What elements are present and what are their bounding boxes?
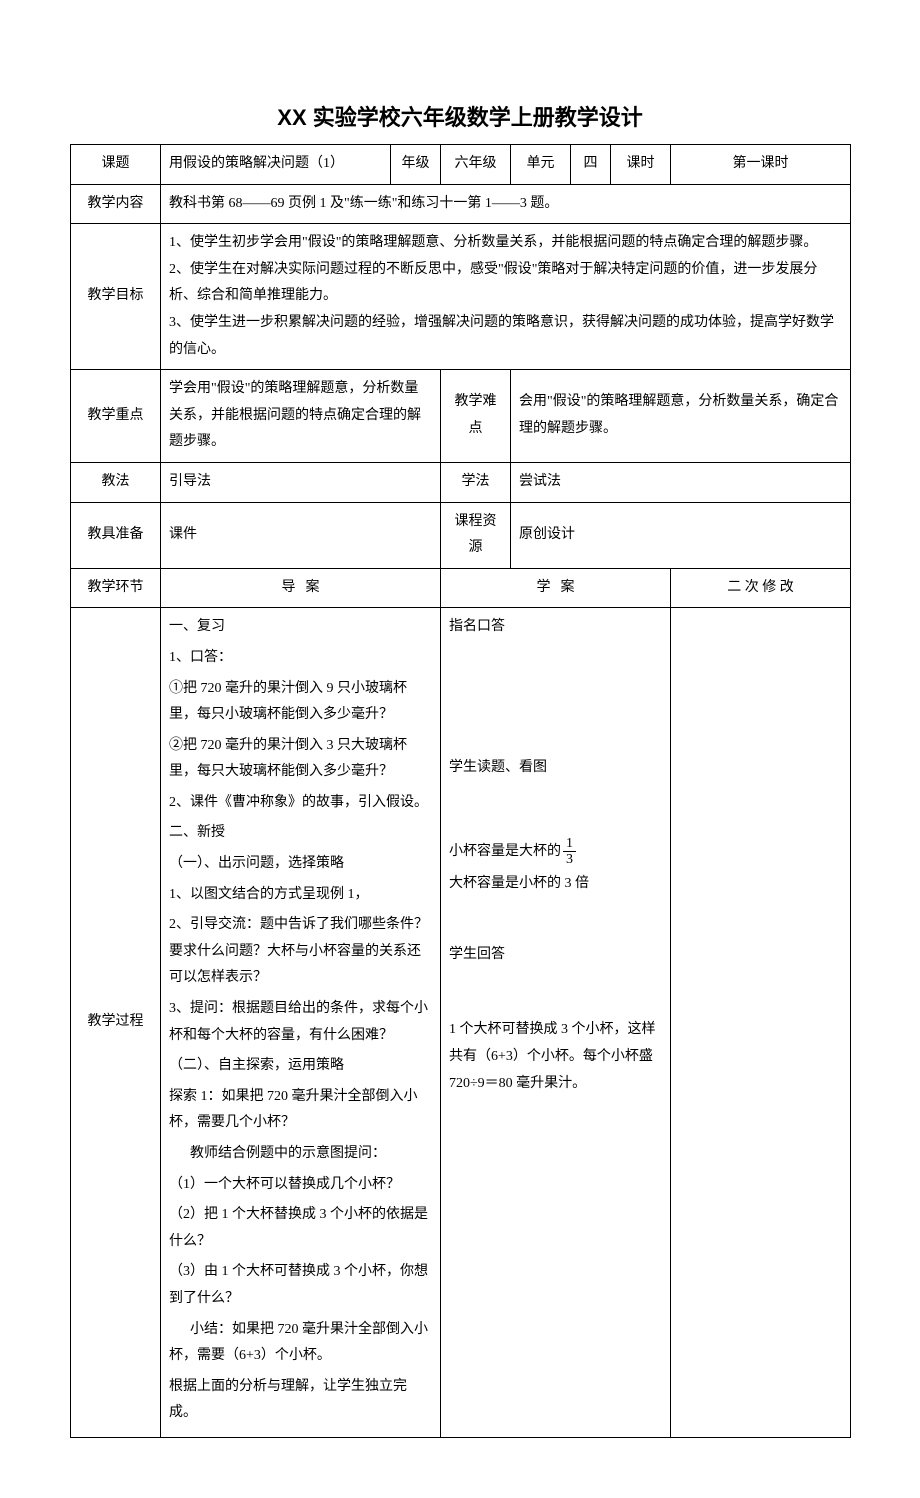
lead-l3: ②把 720 毫升的果汁倒入 3 只大玻璃杯里，每只大玻璃杯能倒入多少毫升？ [169,733,432,786]
lead-l16: 根据上面的分析与理解，让学生独立完成。 [169,1374,432,1427]
value-difficulty: 会用"假设"的策略理解题意，分析数量关系，确定合理的解题步骤。 [511,370,851,463]
row-process: 教学过程 一、复习 1、口答： ①把 720 毫升的果汁倒入 9 只小玻璃杯里，… [71,608,851,1438]
header-lead-b: 案 [306,580,320,595]
label-tools: 教具准备 [71,502,161,568]
row-topic: 课题 用假设的策略解决问题（1） 年级 六年级 单元 四 课时 第一课时 [71,145,851,185]
value-resource: 原创设计 [511,502,851,568]
process-lead-column: 一、复习 1、口答： ①把 720 毫升的果汁倒入 9 只小玻璃杯里，每只小玻璃… [161,608,441,1438]
lead-l5: （一）、出示问题，选择策略 [169,851,432,878]
lead-l9: （二）、自主探索，运用策略 [169,1053,432,1080]
value-unit: 四 [571,145,611,185]
label-grade: 年级 [391,145,441,185]
header-learn-a: 学 [537,580,561,595]
header-lead-a: 导 [282,580,306,595]
label-step: 教学环节 [71,568,161,608]
label-period: 课时 [611,145,671,185]
spacer [449,786,662,836]
learn-r4: 学生回答 [449,942,662,969]
value-period: 第一课时 [671,145,851,185]
spacer [449,902,662,942]
fraction-one-third: 13 [563,836,576,868]
spacer [449,972,662,1017]
header-lead: 导案 [161,568,441,608]
lead-l7: 2、引导交流：题中告诉了我们哪些条件？要求什么问题？大杯与小杯容量的关系还可以怎… [169,912,432,992]
learn-r1: 指名口答 [449,614,662,641]
row-tools: 教具准备 课件 课程资源 原创设计 [71,502,851,568]
label-unit: 单元 [511,145,571,185]
header-learn-b: 案 [561,580,575,595]
lead-l14: （3）由 1 个大杯可替换成 3 个小杯，你想到了什么？ [169,1259,432,1312]
value-content: 教科书第 68——69 页例 1 及"练一练"和练习十一第 1——3 题。 [161,184,851,224]
value-goals: 1、使学生初步学会用"假设"的策略理解题意、分析数量关系，并能根据问题的特点确定… [161,224,851,370]
value-grade: 六年级 [441,145,511,185]
label-difficulty: 教学难点 [441,370,511,463]
label-learn-method: 学法 [441,462,511,502]
lead-l10: 探索 1：如果把 720 毫升果汁全部倒入小杯，需要几个小杯？ [169,1084,432,1137]
learn-r3a: 小杯容量是大杯的 [449,844,561,859]
row-section-header: 教学环节 导案 学案 二 次 修 改 [71,568,851,608]
lesson-plan-table: 课题 用假设的策略解决问题（1） 年级 六年级 单元 四 课时 第一课时 教学内… [70,144,851,1438]
label-content: 教学内容 [71,184,161,224]
process-learn-column: 指名口答 学生读题、看图 小杯容量是大杯的13 大杯容量是小杯的 3 倍 学生回… [441,608,671,1438]
lead-l4: 2、课件《曹冲称象》的故事，引入假设。 [169,790,432,817]
value-focus: 学会用"假设"的策略理解题意，分析数量关系，并能根据问题的特点确定合理的解题步骤… [161,370,441,463]
lead-l6: 1、以图文结合的方式呈现例 1， [169,882,432,909]
lead-l15: 小结：如果把 720 毫升果汁全部倒入小杯，需要（6+3）个小杯。 [169,1317,432,1370]
lead-l12: （1）一个大杯可以替换成几个小杯？ [169,1172,432,1199]
label-process: 教学过程 [71,608,161,1438]
value-tools: 课件 [161,502,441,568]
value-teach-method: 引导法 [161,462,441,502]
lead-l13: （2）把 1 个大杯替换成 3 个小杯的依据是什么？ [169,1202,432,1255]
spacer [449,645,662,755]
lead-h1: 一、复习 [169,614,432,641]
value-topic: 用假设的策略解决问题（1） [161,145,391,185]
header-revision: 二 次 修 改 [671,568,851,608]
process-revision-column [671,608,851,1438]
learn-r3: 小杯容量是大杯的13 [449,836,662,868]
lead-l11: 教师结合例题中的示意图提问： [169,1141,432,1168]
row-content: 教学内容 教科书第 68——69 页例 1 及"练一练"和练习十一第 1——3 … [71,184,851,224]
row-method: 教法 引导法 学法 尝试法 [71,462,851,502]
learn-r5: 1 个大杯可替换成 3 个小杯，这样共有（6+3）个小杯。每个小杯盛 720÷9… [449,1017,662,1097]
page-title: XX 实验学校六年级数学上册教学设计 [70,100,850,132]
lead-l1: 1、口答： [169,645,432,672]
label-goals: 教学目标 [71,224,161,370]
lead-l2: ①把 720 毫升的果汁倒入 9 只小玻璃杯里，每只小玻璃杯能倒入多少毫升？ [169,676,432,729]
lead-h2: 二、新授 [169,820,432,847]
row-focus: 教学重点 学会用"假设"的策略理解题意，分析数量关系，并能根据问题的特点确定合理… [71,370,851,463]
page: XX 实验学校六年级数学上册教学设计 课题 用假设的策略解决问题（1） 年级 六… [0,0,920,1498]
learn-r3b: 大杯容量是小杯的 3 倍 [449,871,662,898]
label-resource: 课程资源 [441,502,511,568]
lead-l8: 3、提问：根据题目给出的条件，求每个小杯和每个大杯的容量，有什么困难？ [169,996,432,1049]
header-learn: 学案 [441,568,671,608]
row-goals: 教学目标 1、使学生初步学会用"假设"的策略理解题意、分析数量关系，并能根据问题… [71,224,851,370]
label-topic: 课题 [71,145,161,185]
value-learn-method: 尝试法 [511,462,851,502]
label-focus: 教学重点 [71,370,161,463]
label-teach-method: 教法 [71,462,161,502]
learn-r2: 学生读题、看图 [449,755,662,782]
